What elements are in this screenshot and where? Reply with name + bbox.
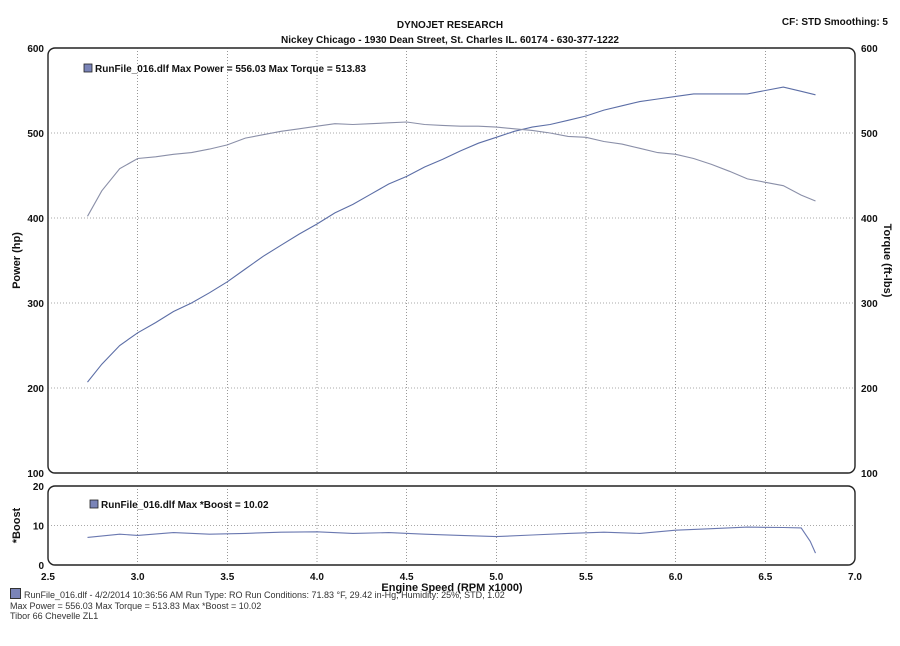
power-tick-label: 400 [27,214,44,225]
boost-axis-label: *Boost [11,507,23,543]
rpm-tick-label: 2.5 [41,572,55,583]
rpm-axis-label: Engine Speed (RPM x1000) [381,582,523,594]
torque-curve [87,121,816,217]
torque-axis-label: Torque (ft-lbs) [881,224,893,298]
run-info-footer: RunFile_016.dlf - 4/2/2014 10:36:56 AM R… [10,588,505,622]
boost-tick-label: 10 [33,522,45,533]
power-tick-label: 300 [27,299,44,310]
main-legend: RunFile_016.dlf Max Power = 556.03 Max T… [95,64,366,75]
boost-curve [87,526,817,554]
footer-line-3: Tibor 66 Chevelle ZL1 [10,611,99,621]
torque-tick-label: 100 [861,469,878,480]
rpm-tick-label: 6.5 [758,572,772,583]
torque-tick-label: 200 [861,384,878,395]
rpm-tick-label: 4.5 [400,572,414,583]
dyno-settings: CF: STD Smoothing: 5 [781,17,888,28]
power-tick-label: 500 [27,129,44,140]
run-file-swatch-icon [10,588,21,599]
rpm-tick-label: 5.0 [489,572,503,583]
power-tick-label: 100 [27,469,44,480]
torque-tick-label: 300 [861,299,878,310]
main-legend-swatch-icon [83,63,93,73]
chart-subtitle: Nickey Chicago - 1930 Dean Street, St. C… [281,35,619,46]
rpm-tick-label: 3.0 [131,572,145,583]
power-tick-label: 600 [27,44,44,55]
rpm-tick-label: 3.5 [220,572,234,583]
rpm-tick-label: 4.0 [310,572,324,583]
boost-legend-swatch-icon [89,499,99,509]
rpm-tick-label: 7.0 [848,572,862,583]
chart-title: DYNOJET RESEARCH [396,20,504,31]
footer-line-1: RunFile_016.dlf - 4/2/2014 10:36:56 AM R… [24,590,505,600]
torque-tick-label: 500 [861,129,878,140]
boost-tick-label: 0 [38,561,44,572]
torque-tick-label: 400 [861,214,878,225]
boost-legend: RunFile_016.dlf Max *Boost = 10.02 [101,500,269,511]
rpm-tick-label: 6.0 [669,572,683,583]
footer-line-2: Max Power = 556.03 Max Torque = 513.83 M… [10,600,262,611]
power-tick-label: 200 [27,384,44,395]
boost-plot-frame [47,485,856,566]
power-curve [87,86,816,383]
rpm-tick-label: 5.5 [579,572,593,583]
torque-tick-label: 600 [861,44,878,55]
main-plot-frame [47,47,856,474]
boost-tick-label: 20 [33,482,45,493]
power-axis-label: Power (hp) [11,232,23,289]
